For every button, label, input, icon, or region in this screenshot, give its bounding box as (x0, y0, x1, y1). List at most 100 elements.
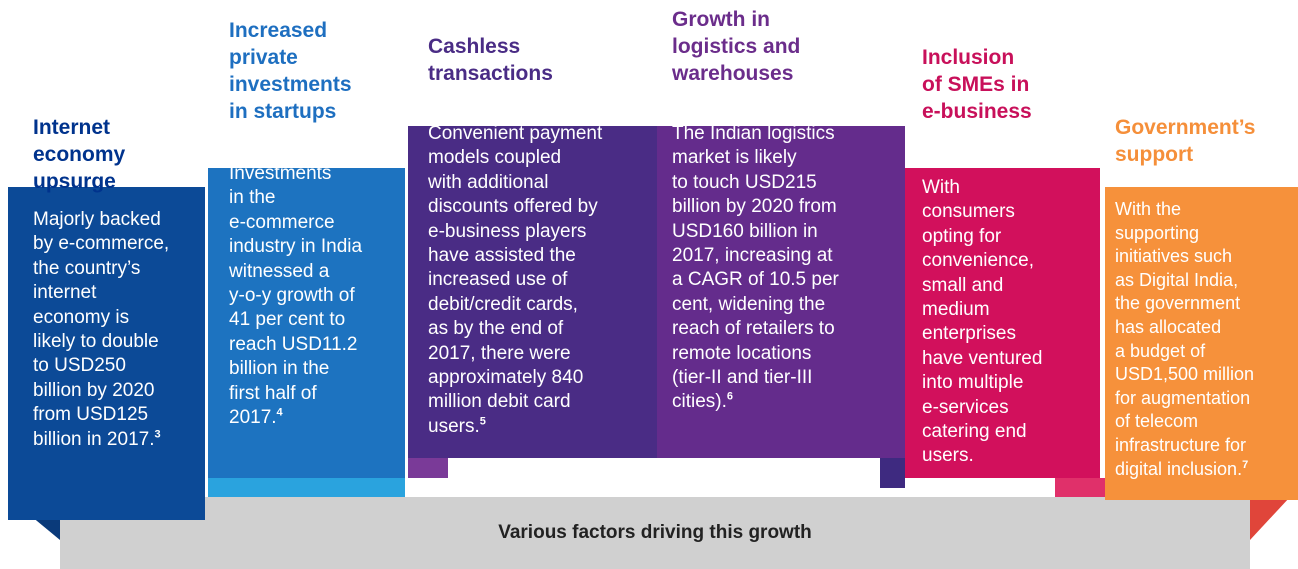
body-line: initiatives such (1115, 245, 1298, 269)
body-line: million debit card (428, 390, 656, 414)
column-title: of SMEs in (922, 73, 1030, 96)
column-title: Government’s (1115, 116, 1256, 139)
column-title: upsurge (33, 170, 116, 193)
body-line: of telecom (1115, 410, 1298, 434)
column-title: Growth in (672, 8, 770, 31)
tab (880, 458, 905, 488)
body-text: to touch USD215 (672, 171, 817, 193)
body-text: billion in 2017. (33, 428, 155, 450)
body-text: Majorly backed (33, 209, 161, 230)
body-text: 2017. (229, 407, 277, 428)
body-text: first half of (229, 382, 317, 404)
body-line: cities).6 (672, 390, 904, 414)
body-text: users. (922, 445, 974, 467)
body-text: 2017, there were (428, 342, 571, 364)
body-line: USD160 billion in (672, 220, 904, 244)
body-text: increased use of (428, 269, 568, 291)
footnote: 5 (479, 415, 486, 428)
column-title: logistics and (672, 35, 801, 58)
body-line: by e-commerce, (33, 232, 203, 256)
body-line: industry in India (229, 235, 403, 259)
body-line: remote locations (672, 342, 904, 366)
body-line: have ventured (922, 347, 1098, 371)
body-line: debit/credit cards, (428, 293, 656, 317)
panel (408, 126, 657, 458)
body-line: reach USD11.2 (229, 333, 403, 357)
body-text: (tier-II and tier-III (672, 367, 813, 388)
panel (905, 168, 1100, 478)
footnote: 6 (726, 391, 734, 404)
body-text: discounts offered by (428, 196, 598, 218)
column-title: warehouses (672, 62, 794, 85)
column-title: Increased (229, 19, 328, 42)
column-title: in startups (229, 100, 337, 123)
body-text: industry in India (229, 236, 363, 258)
panel (8, 187, 205, 520)
body-text: to USD250 (33, 355, 126, 377)
column-title: economy (33, 143, 126, 166)
footnote: 4 (276, 406, 283, 419)
body-line: approximately 840 (428, 366, 656, 390)
footnote: 3 (154, 428, 161, 441)
body-text: initiatives such (1115, 246, 1233, 267)
body-text: medium (922, 299, 990, 320)
column-title: Internet (33, 116, 111, 139)
body-text: consumers (922, 201, 1015, 223)
body-line: USD1,500 million (1115, 363, 1298, 387)
panel (657, 126, 905, 458)
body-line: cent, widening the (672, 293, 904, 317)
body-text: as by the end of (428, 318, 564, 340)
footnote: 7 (1242, 458, 1249, 471)
column-title: investments (229, 73, 352, 96)
body-line: small and (922, 274, 1098, 298)
body-line: supporting (1115, 222, 1298, 246)
body-text: cent, widening the (672, 293, 826, 315)
body-line: With (922, 176, 1098, 200)
body-line: billion in 2017.3 (33, 428, 203, 452)
body-text: has allocated (1115, 317, 1222, 337)
body-line: to USD250 (33, 354, 203, 378)
body-line: 41 per cent to (229, 308, 403, 332)
body-text: billion by 2020 (33, 379, 155, 401)
body-text: reach of retailers to (672, 318, 835, 340)
tab (408, 458, 448, 478)
body-line: digital inclusion.7 (1115, 458, 1298, 482)
body-text: approximately 840 (428, 367, 584, 388)
body-line: to touch USD215 (672, 171, 904, 195)
body-text: the government (1115, 293, 1241, 314)
body-text: have ventured (922, 347, 1043, 369)
body-line: enterprises (922, 322, 1098, 346)
body-text: as Digital India, (1115, 269, 1239, 290)
body-line: With the (1115, 198, 1298, 222)
body-line: Majorly backed (33, 208, 203, 232)
body-text: 41 per cent to (229, 309, 346, 331)
body-text: digital inclusion. (1115, 458, 1243, 479)
panel (1105, 187, 1298, 500)
body-text: a budget of (1115, 340, 1206, 361)
body-text: Investments (229, 163, 332, 184)
body-line: witnessed a (229, 260, 403, 284)
body-text: supporting (1115, 222, 1200, 243)
banner-bar (60, 497, 1250, 569)
column-title: transactions (428, 62, 553, 85)
body-line: catering end (922, 420, 1098, 444)
body-line: into multiple (922, 371, 1098, 395)
body-text: USD160 billion in (672, 220, 818, 242)
column-title: Cashless (428, 35, 521, 58)
body-line: Convenient payment (428, 122, 656, 146)
body-text: Convenient payment (428, 123, 603, 144)
body-line: in the (229, 186, 403, 210)
body-line: opting for (922, 225, 1098, 249)
body-text: million debit card (428, 391, 571, 413)
body-text: have assisted the (428, 245, 576, 266)
body-text: The Indian logistics (672, 123, 835, 144)
body-text: infrastructure for (1115, 435, 1247, 455)
body-text: a CAGR of 10.5 per (672, 269, 839, 291)
body-line: reach of retailers to (672, 317, 904, 341)
body-line: with additional (428, 171, 656, 195)
body-line: users.5 (428, 415, 656, 439)
body-line: discounts offered by (428, 195, 656, 219)
body-line: Investments (229, 162, 403, 186)
body-text: users. (428, 415, 480, 437)
